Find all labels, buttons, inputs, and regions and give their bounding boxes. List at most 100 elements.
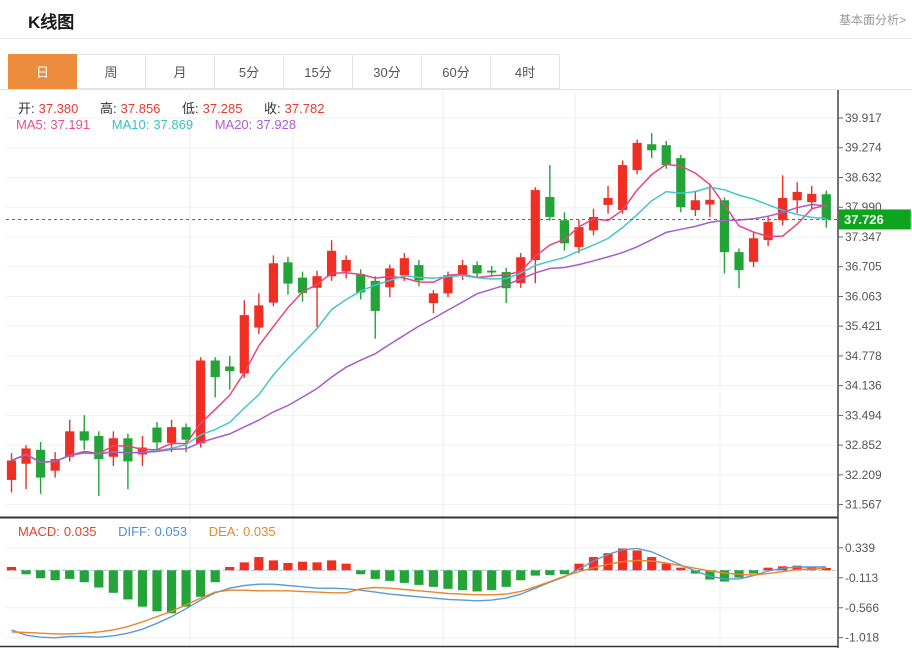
price-axis-label: 36.705: [845, 260, 882, 274]
macd-hist-bar: [239, 562, 249, 571]
macd-hist-bar: [763, 567, 773, 571]
candle-body: [807, 193, 817, 203]
tab-4hour[interactable]: 4时: [491, 54, 560, 89]
candle-body: [603, 197, 613, 205]
macd-hist-bar: [647, 557, 657, 571]
candle-body: [414, 265, 424, 281]
macd-hist-bar: [181, 570, 191, 607]
high-value: 37.856: [120, 101, 161, 116]
macd-hist-bar: [821, 567, 831, 571]
candle-body: [36, 449, 46, 478]
macd-hist-bar: [705, 570, 715, 580]
macd-hist-bar: [65, 570, 75, 579]
tab-month[interactable]: 月: [146, 54, 215, 89]
candle-body: [181, 427, 191, 440]
candle-body: [312, 276, 322, 288]
candle-body: [385, 268, 395, 288]
candle-body: [545, 197, 555, 217]
macd-axis-label: -0.566: [845, 601, 879, 615]
macd-hist-bar: [661, 563, 671, 571]
price-axis-label: 34.136: [845, 379, 882, 393]
macd-hist-bar: [385, 570, 395, 581]
candle-body: [487, 270, 497, 273]
page-title: K线图: [28, 13, 75, 32]
macd-hist-bar: [588, 557, 599, 571]
macd-hist-bar: [312, 562, 322, 571]
tab-60min[interactable]: 60分: [422, 54, 491, 89]
candle-body: [341, 260, 351, 272]
macd-hist-bar: [516, 570, 526, 581]
price-axis-label: 36.063: [845, 289, 882, 303]
candle-body: [327, 250, 337, 277]
candle-body: [370, 280, 380, 311]
macd-hist-bar: [50, 570, 60, 581]
tab-30min[interactable]: 30分: [353, 54, 422, 89]
candle-body: [530, 190, 540, 261]
candle-body: [501, 272, 511, 289]
candle-body: [108, 438, 118, 457]
tab-week[interactable]: 周: [77, 54, 146, 89]
macd-hist-bar: [530, 570, 540, 576]
macd-hist-bar: [283, 563, 293, 571]
price-axis-label: 39.274: [845, 141, 882, 155]
candle-body: [6, 460, 17, 480]
candle-body: [356, 273, 366, 293]
candle-body: [239, 315, 249, 374]
price-axis-label: 35.421: [845, 319, 882, 333]
macd-hist-bar: [297, 561, 308, 571]
candle-body: [719, 200, 730, 253]
candle-body: [574, 227, 584, 248]
ohlc-legend: 开: 37.380 高: 37.856 低: 37.285 收: 37.782: [18, 98, 328, 117]
tab-day[interactable]: 日: [8, 54, 77, 89]
macd-hist-bar: [414, 570, 424, 585]
candle-body: [283, 262, 293, 284]
dea-label: DEA:: [208, 524, 240, 539]
macd-hist-bar: [676, 567, 686, 571]
candle-body: [588, 216, 599, 231]
macd-hist-bar: [21, 570, 31, 575]
candle-body: [137, 447, 148, 455]
tabbar-underline: [0, 89, 912, 90]
tab-15min[interactable]: 15分: [284, 54, 353, 89]
ma20-value: 37.928: [256, 117, 297, 132]
macd-hist-bar: [79, 570, 89, 583]
candle-body: [690, 200, 700, 210]
candle-body: [254, 305, 264, 328]
macd-hist-bar: [457, 570, 468, 591]
price-axis-label: 37.347: [845, 230, 882, 244]
macd-hist-bar: [472, 570, 482, 592]
macd-hist-bar: [225, 566, 235, 571]
ma-legend: MA5: 37.191 MA10: 37.869 MA20: 37.928: [16, 117, 300, 132]
tab-5min[interactable]: 5分: [215, 54, 284, 89]
candle-body: [65, 431, 75, 457]
candle-body: [618, 165, 628, 210]
candle-body: [50, 459, 60, 471]
candle-body: [166, 427, 177, 443]
macd-hist-bar: [748, 570, 759, 574]
candle-body: [210, 360, 220, 378]
macd-hist-bar: [123, 570, 133, 600]
ma5-line: [11, 163, 827, 463]
macd-hist-bar: [574, 563, 584, 571]
diff-label: DIFF:: [118, 524, 151, 539]
macd-hist-bar: [792, 565, 802, 571]
ma20-line: [11, 203, 827, 463]
macd-hist-bar: [370, 570, 380, 579]
macd-hist-bar: [36, 570, 46, 579]
macd-legend: MACD: 0.035 DIFF: 0.053 DEA: 0.035: [18, 524, 280, 539]
macd-hist-bar: [501, 570, 511, 587]
fundamental-analysis-link[interactable]: 基本面分析>: [838, 13, 906, 27]
ma10-value: 37.869: [153, 117, 194, 132]
candle-body: [443, 275, 453, 294]
candle-body: [457, 265, 468, 276]
diff-value: 0.053: [154, 524, 188, 539]
price-axis-label: 38.632: [845, 170, 882, 184]
candle-body: [225, 366, 235, 372]
macd-axis-label: -1.018: [845, 631, 879, 645]
candle-body: [647, 144, 657, 151]
candle-body: [472, 265, 482, 274]
macd-axis-label: -0.113: [845, 571, 878, 585]
macd-hist-bar: [399, 570, 409, 583]
